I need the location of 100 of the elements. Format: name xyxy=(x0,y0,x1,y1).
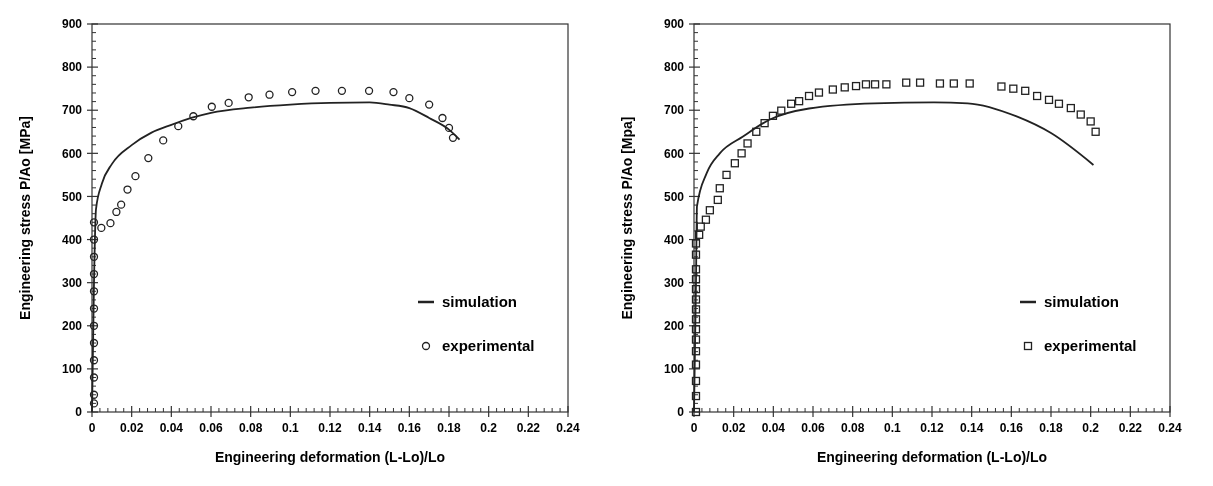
point xyxy=(965,79,974,88)
point xyxy=(389,87,398,97)
x-tick-label: 0.14 xyxy=(357,421,382,435)
y-tick-label: 500 xyxy=(61,189,83,204)
x-tick-label: 0.12 xyxy=(318,421,342,435)
y-tick-label: 700 xyxy=(61,103,83,118)
point xyxy=(244,93,253,102)
y-tick-label: 700 xyxy=(663,103,684,118)
point xyxy=(1044,95,1053,105)
point xyxy=(97,223,106,233)
x-tick-label: 0.06 xyxy=(800,421,825,435)
y-tick-label: 300 xyxy=(61,275,83,290)
x-tick-label: 0.2 xyxy=(480,421,498,435)
point xyxy=(691,391,700,401)
x-tick-label: 0.24 xyxy=(1157,421,1182,435)
point xyxy=(144,153,153,163)
point xyxy=(691,250,700,259)
point xyxy=(691,347,700,356)
x-tick-label: 0.2 xyxy=(1081,421,1099,435)
y-axis-title: Engineering stress P/Ao [Mpa] xyxy=(618,116,635,320)
point xyxy=(1032,91,1041,101)
point xyxy=(828,85,837,94)
point xyxy=(337,86,347,95)
x-tick-label: 0.04 xyxy=(761,421,785,435)
legend-label: simulation xyxy=(1043,293,1119,311)
x-axis-title: Engineering deformation (L-Lo)/Lo xyxy=(816,449,1047,465)
x-tick-label: 0.04 xyxy=(159,421,184,435)
x-tick-label: 0.02 xyxy=(721,421,746,435)
point xyxy=(949,79,958,88)
x-tick-label: 0.18 xyxy=(437,421,461,435)
y-tick-label: 800 xyxy=(663,60,684,75)
point xyxy=(131,172,140,181)
point xyxy=(89,338,99,348)
point xyxy=(736,149,746,158)
point xyxy=(870,80,879,89)
point xyxy=(794,97,803,106)
point xyxy=(691,360,700,369)
point xyxy=(405,94,414,103)
x-tick-label: 0 xyxy=(690,421,698,435)
y-tick-label: 100 xyxy=(663,362,684,377)
x-tick-label: 0.16 xyxy=(397,421,422,435)
y-tick-label: 400 xyxy=(663,232,684,247)
point xyxy=(1054,99,1063,108)
point xyxy=(1086,117,1095,126)
point xyxy=(996,82,1006,91)
point xyxy=(696,222,705,231)
x-tick-label: 0.22 xyxy=(1118,421,1142,435)
point xyxy=(840,83,849,92)
point xyxy=(1076,110,1085,119)
y-tick-label: 0 xyxy=(75,405,83,420)
point xyxy=(713,195,722,205)
point xyxy=(691,325,700,334)
point xyxy=(1066,103,1075,113)
y-tick-label: 600 xyxy=(663,146,684,161)
point xyxy=(364,86,374,95)
x-tick-label: 0.1 xyxy=(281,421,299,435)
point xyxy=(861,80,870,89)
point xyxy=(89,287,99,296)
x-tick-label: 0.08 xyxy=(840,421,865,435)
point xyxy=(776,106,785,115)
y-tick-label: 800 xyxy=(61,60,83,75)
legend-label: experimental xyxy=(442,337,535,355)
point xyxy=(730,159,739,168)
point xyxy=(721,170,731,180)
x-tick-label: 0.1 xyxy=(883,421,901,435)
point xyxy=(768,111,777,120)
point xyxy=(438,113,447,123)
x-tick-label: 0.02 xyxy=(119,421,144,435)
point xyxy=(123,185,132,194)
y-tick-label: 900 xyxy=(61,17,83,32)
x-axis-title: Engineering deformation (L-Lo)/Lo xyxy=(214,449,446,465)
point xyxy=(691,315,700,324)
point xyxy=(759,119,769,128)
point xyxy=(691,284,700,294)
y-tick-label: 0 xyxy=(676,405,684,420)
point xyxy=(691,335,700,344)
point xyxy=(311,86,320,95)
point xyxy=(751,127,760,136)
x-tick-label: 0.18 xyxy=(1038,421,1063,435)
point xyxy=(691,376,700,386)
point xyxy=(814,88,823,97)
y-tick-label: 600 xyxy=(61,146,83,161)
x-tick-label: 0.14 xyxy=(959,421,984,435)
point xyxy=(224,98,233,108)
point xyxy=(715,184,724,193)
point xyxy=(106,219,115,228)
y-tick-label: 900 xyxy=(663,17,684,32)
point xyxy=(265,90,274,99)
point xyxy=(705,206,714,215)
y-axis-title: Engineering stress P/Ao [MPa] xyxy=(17,116,33,320)
point xyxy=(159,136,168,145)
x-tick-label: 0.08 xyxy=(238,421,263,435)
point xyxy=(207,102,216,111)
x-tick-label: 0.24 xyxy=(556,421,580,435)
x-tick-label: 0.12 xyxy=(919,421,944,435)
point xyxy=(287,87,297,97)
point xyxy=(425,100,434,109)
point xyxy=(691,275,700,284)
point xyxy=(901,78,910,87)
point xyxy=(1020,86,1029,95)
